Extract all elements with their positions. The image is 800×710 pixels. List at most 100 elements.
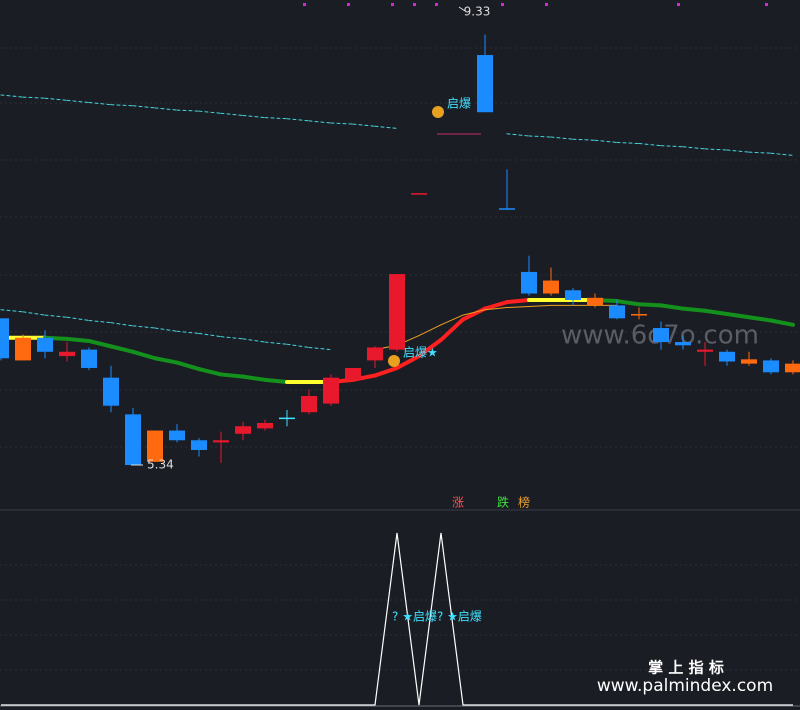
candle-body: [59, 351, 75, 357]
indicator-line: [154, 107, 178, 111]
candle-body: [0, 318, 9, 359]
candle-body: [147, 430, 163, 462]
candle-body: [213, 440, 229, 443]
candle-body: [653, 328, 669, 343]
indicator-line: [594, 139, 618, 143]
candle-body: [103, 377, 119, 406]
dot: [347, 3, 350, 6]
candle-body: [741, 359, 757, 364]
indicator-line: [769, 318, 795, 327]
indicator-line: [264, 341, 288, 345]
indicator-line: [220, 336, 244, 340]
candle-body: [763, 360, 779, 373]
indicator-line: [154, 327, 178, 332]
indicator-line: [462, 309, 486, 316]
dot: [677, 3, 680, 6]
indicator-line: [659, 303, 685, 311]
signal-line: [1, 532, 793, 706]
indicator-line: [197, 367, 223, 377]
indicator-line: [395, 354, 421, 370]
indicator-line: [505, 297, 531, 305]
indicator-line: [373, 365, 399, 378]
indicator-line: [417, 337, 443, 359]
indicator-line: [131, 349, 157, 361]
indicator-line: [44, 314, 68, 318]
indicator-line: [550, 136, 574, 140]
indicator-line: [747, 315, 773, 323]
indicator-line: [528, 304, 552, 307]
indicator-line: [572, 138, 596, 141]
candle-body: [587, 297, 603, 306]
annotation: 启爆★: [403, 346, 438, 360]
indicator-line: [748, 151, 772, 154]
watermark: 掌 上 指 标: [648, 659, 724, 677]
indicator-line: [439, 317, 465, 342]
candle-body: [235, 426, 251, 434]
indicator-line: [88, 102, 112, 106]
indicator-line: [308, 346, 332, 351]
dot: [545, 3, 548, 6]
toolbar-item[interactable]: 跌: [497, 495, 509, 510]
candle-body: [543, 280, 559, 294]
indicator-line: [198, 332, 222, 338]
indicator-line: [153, 356, 179, 365]
candle-body: [631, 314, 647, 316]
indicator-line: [22, 311, 46, 316]
indicator-line: [506, 305, 530, 309]
toolbar-item[interactable]: 涨: [452, 495, 464, 510]
candle-body: [15, 337, 31, 361]
indicator-line: [484, 307, 508, 311]
indicator-line: [374, 125, 398, 129]
indicator-line: [44, 97, 68, 101]
signal-dots: [303, 3, 768, 6]
candle-body: [191, 440, 207, 450]
indicator-line: [726, 149, 750, 153]
candle-body: [257, 422, 273, 429]
candle-body: [345, 367, 361, 380]
indicator-line: [242, 114, 266, 119]
toolbar-item[interactable]: 榜: [518, 495, 530, 510]
dot: [501, 3, 504, 6]
candle-body: [719, 351, 735, 362]
indicator-line: [528, 135, 552, 138]
candle-body: [565, 290, 581, 300]
candle-body: [367, 347, 383, 361]
annotation: 启爆: [447, 97, 471, 111]
indicator-line: [176, 109, 200, 112]
indicator-line: [703, 308, 729, 317]
indicator-line: [110, 322, 134, 327]
indicator-line: [264, 117, 288, 120]
indicator-line: [0, 309, 24, 313]
indicator-line: [263, 377, 289, 384]
indicator-line: [286, 118, 310, 122]
indicator-line: [109, 344, 135, 354]
indicator-line: [637, 302, 663, 308]
indicator-line: [616, 141, 640, 145]
indicator-line: [770, 152, 794, 156]
indicator-line: [638, 143, 662, 147]
candle-body: [125, 414, 141, 466]
dot: [391, 3, 394, 6]
signal-label: ? ★启爆? ★启爆: [392, 610, 482, 624]
indicator-line: [704, 148, 728, 151]
indicator-line: [506, 133, 530, 137]
indicator-line: [65, 336, 91, 343]
high-label: 9.33: [464, 5, 491, 19]
indicator-line: [132, 105, 156, 109]
dot: [435, 3, 438, 6]
candle-body: [675, 342, 691, 346]
indicator-line: [440, 314, 464, 326]
candle-body: [169, 430, 185, 441]
candle-body: [521, 271, 537, 294]
indicator-line: [110, 104, 134, 107]
indicator-line: [352, 123, 376, 127]
indicator-line: [308, 120, 332, 124]
candle-body: [785, 363, 800, 373]
candle-body: [37, 337, 53, 352]
indicator-line: [483, 300, 509, 311]
indicator-line: [418, 324, 442, 337]
candle-body: [411, 193, 427, 195]
indicator-line: [681, 306, 707, 313]
